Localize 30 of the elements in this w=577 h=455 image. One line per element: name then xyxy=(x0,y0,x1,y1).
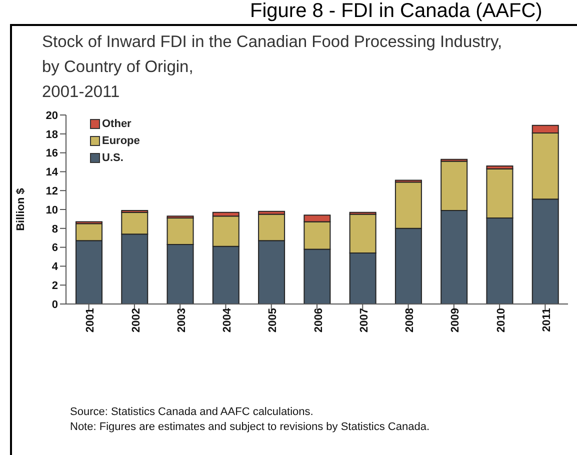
x-tick-label: 2007 xyxy=(358,308,370,332)
chart-title: Stock of Inward FDI in the Canadian Food Processing Industry, by Country of Origin, 2001-2011 xyxy=(42,32,502,103)
x-tick-label: 2004 xyxy=(222,307,234,332)
x-tick-label: 2005 xyxy=(267,308,280,332)
y-tick-label: 10 xyxy=(46,204,58,216)
x-tick-label: 2001 xyxy=(84,308,97,332)
legend-label: Europe xyxy=(102,135,140,147)
y-tick-label: 2 xyxy=(52,280,58,292)
y-tick-label: 20 xyxy=(46,110,58,122)
y-tick-label: 0 xyxy=(52,298,58,311)
x-tick-label: 2009 xyxy=(450,308,462,332)
source-note: Source: Statistics Canada and AAFC calculations. xyxy=(70,405,314,420)
x-tick-label: 2010 xyxy=(495,308,508,332)
y-tick-label: 18 xyxy=(46,128,58,141)
x-tick-label: 2011 xyxy=(540,308,553,332)
x-tick-label: 2002 xyxy=(130,308,142,332)
legend-label: U.S. xyxy=(102,152,124,164)
x-tick-label: 2006 xyxy=(312,308,325,332)
y-tick-label: 6 xyxy=(52,242,58,254)
y-tick-label: 14 xyxy=(46,166,59,179)
y-tick-label: 8 xyxy=(52,223,58,236)
caption: Figure 8 - FDI in Canada (AAFC) xyxy=(250,0,542,22)
x-tick-label: 2003 xyxy=(176,308,188,332)
y-tick-label: 12 xyxy=(46,186,58,198)
x-tick-label: 2008 xyxy=(404,308,416,332)
text: Note: Figures are estimates and subject to revisions by Statistics Canada. xyxy=(70,420,430,435)
legend-label: Other xyxy=(102,118,132,130)
y-axis-title: Billion $ xyxy=(14,188,27,231)
y-tick-label: 16 xyxy=(46,148,58,160)
y-tick-label: 4 xyxy=(52,261,59,274)
